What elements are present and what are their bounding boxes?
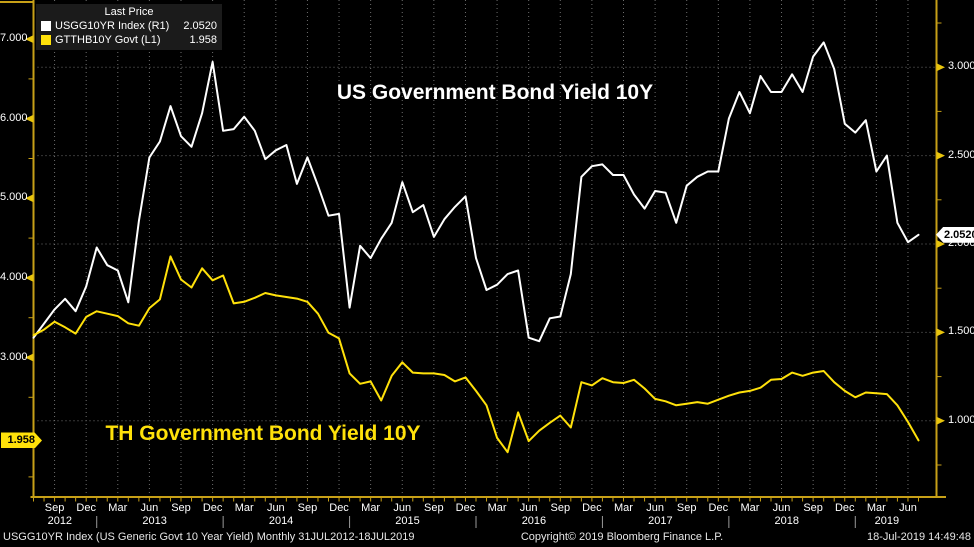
bloomberg-chart-screen: Last Price USGG10YR Index (R1) 2.0520 GT… [0,0,974,543]
chart-canvas [0,0,946,528]
